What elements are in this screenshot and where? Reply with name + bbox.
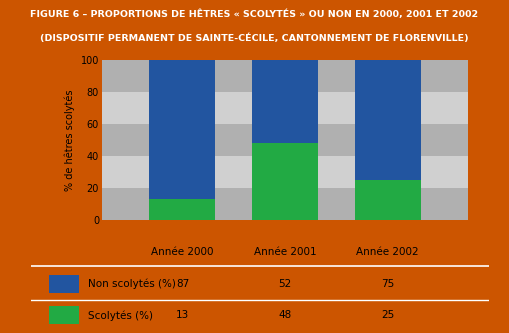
Text: (DISPOSITIF PERMANENT DE SAINTE-CÉCILE, CANTONNEMENT DE FLORENVILLE): (DISPOSITIF PERMANENT DE SAINTE-CÉCILE, … xyxy=(40,34,469,43)
Bar xyxy=(252,60,318,143)
Bar xyxy=(355,180,420,220)
Text: 52: 52 xyxy=(278,279,292,289)
Text: Année 2000: Année 2000 xyxy=(151,247,214,257)
Bar xyxy=(150,60,215,199)
Y-axis label: % de hêtres scolytés: % de hêtres scolytés xyxy=(65,89,75,190)
Text: 75: 75 xyxy=(381,279,394,289)
Text: Scolytés (%): Scolytés (%) xyxy=(88,310,153,321)
Bar xyxy=(252,143,318,220)
Bar xyxy=(355,60,420,180)
Bar xyxy=(102,124,468,156)
Bar xyxy=(102,60,468,92)
Bar xyxy=(102,92,468,124)
Text: 13: 13 xyxy=(176,310,189,320)
Bar xyxy=(102,188,468,220)
Text: 87: 87 xyxy=(176,279,189,289)
Text: FIGURE 6 – PROPORTIONS DE HÊTRES « SCOLYTÉS » OU NON EN 2000, 2001 ET 2002: FIGURE 6 – PROPORTIONS DE HÊTRES « SCOLY… xyxy=(31,10,478,19)
Text: 25: 25 xyxy=(381,310,394,320)
FancyBboxPatch shape xyxy=(49,306,78,324)
Text: Année 2002: Année 2002 xyxy=(356,247,419,257)
Bar xyxy=(102,156,468,188)
Text: Non scolytés (%): Non scolytés (%) xyxy=(88,279,176,289)
FancyBboxPatch shape xyxy=(49,275,78,293)
Text: Année 2001: Année 2001 xyxy=(253,247,317,257)
Bar xyxy=(150,199,215,220)
Text: 48: 48 xyxy=(278,310,292,320)
